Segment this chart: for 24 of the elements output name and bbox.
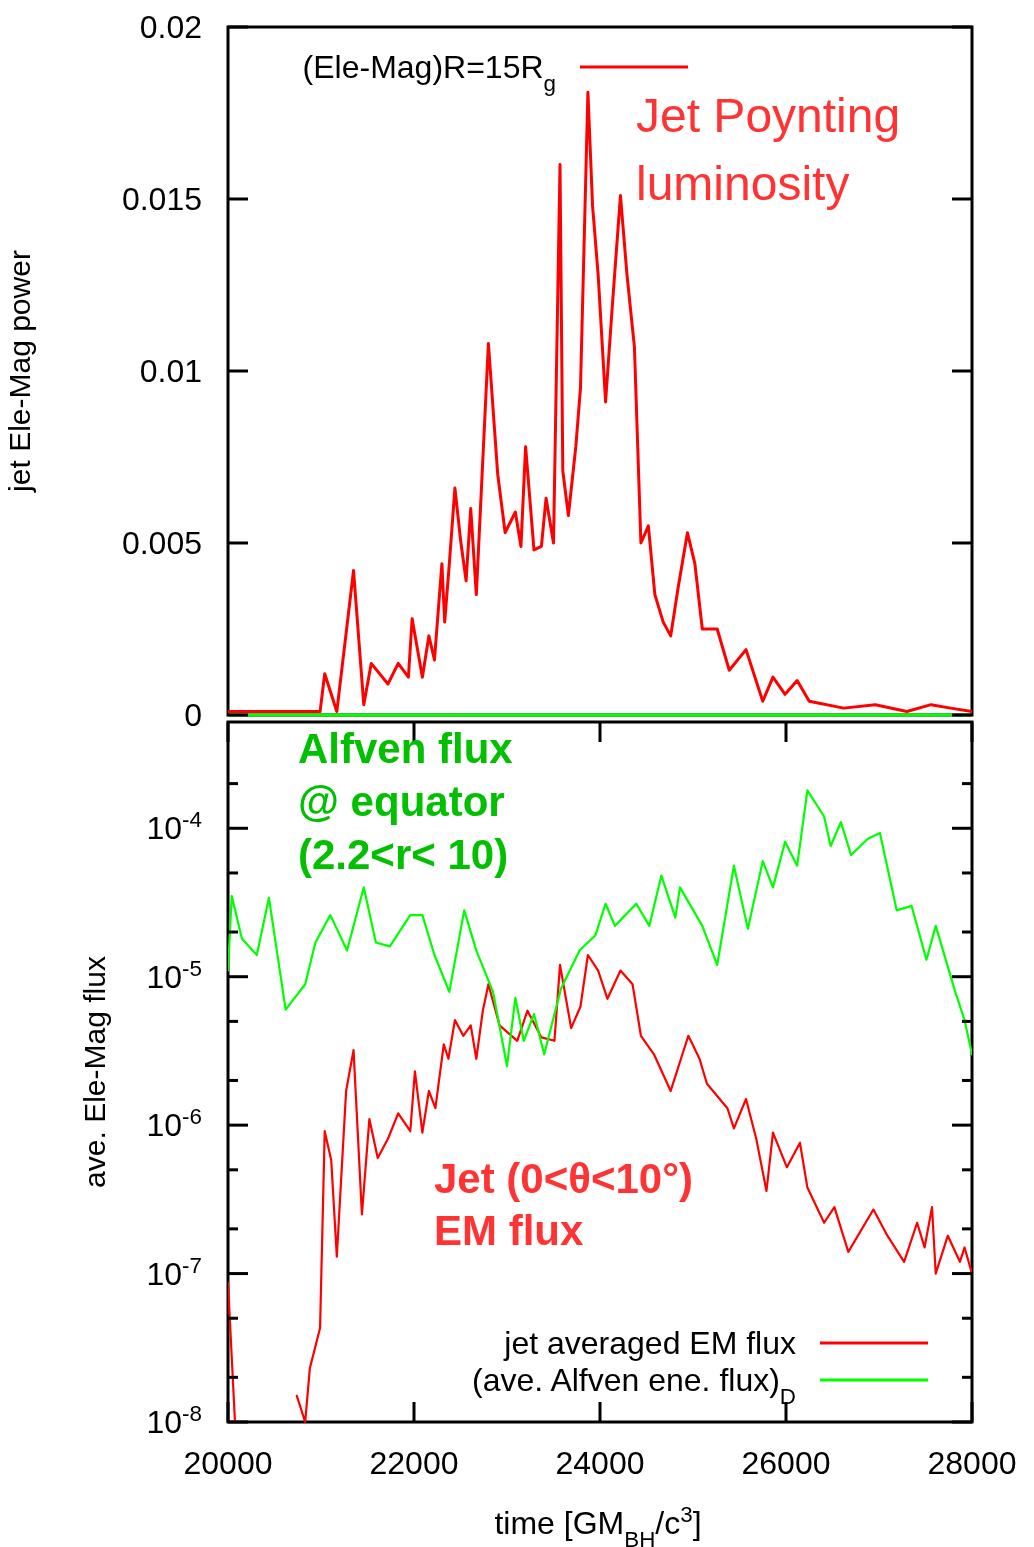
y-tick-label: 10$^{-6}$ <box>146 1103 202 1144</box>
y-tick-label: 0.015 <box>121 181 202 218</box>
x-tick-label: 24000 <box>555 1445 645 1481</box>
y-axis-title: ave. Ele-Mag flux <box>78 956 111 1188</box>
x-tick-label: 20000 <box>183 1445 273 1481</box>
y-axis-title: jet Ele-Mag power <box>3 250 36 493</box>
y-tick-label: 10$^{-7}$ <box>146 1252 202 1292</box>
y-tick-label: 10$^{-5}$ <box>146 955 202 995</box>
annotation: Jet (0<θ<10°) EM flux <box>434 1155 693 1254</box>
y-tick-label: 0.005 <box>121 525 202 562</box>
y-tick-label: 0.01 <box>139 353 202 390</box>
legend-label: (ave. Alfven ene. flux)$_{D}$ <box>472 1362 796 1409</box>
x-tick-label: 26000 <box>741 1445 831 1481</box>
y-tick-label: 0.02 <box>139 9 202 46</box>
y-tick-label: 10$^{-8}$ <box>146 1400 202 1441</box>
y-tick-label: 10$^{-4}$ <box>146 806 202 847</box>
x-axis-title: time [GM$_{BH}$/c$^{3}$] <box>494 1501 702 1547</box>
legend-label: (Ele-Mag)R=15R$_{g}$ <box>302 49 556 96</box>
x-tick-label: 28000 <box>927 1445 1017 1481</box>
annotation: Jet Poynting luminosity <box>636 89 901 210</box>
legend-label: jet averaged EM flux <box>503 1325 796 1362</box>
annotation: Alfven flux @ equator (2.2<r< 10) <box>298 725 514 878</box>
y-tick-label: 0 <box>184 697 202 734</box>
x-tick-label: 22000 <box>369 1445 459 1481</box>
